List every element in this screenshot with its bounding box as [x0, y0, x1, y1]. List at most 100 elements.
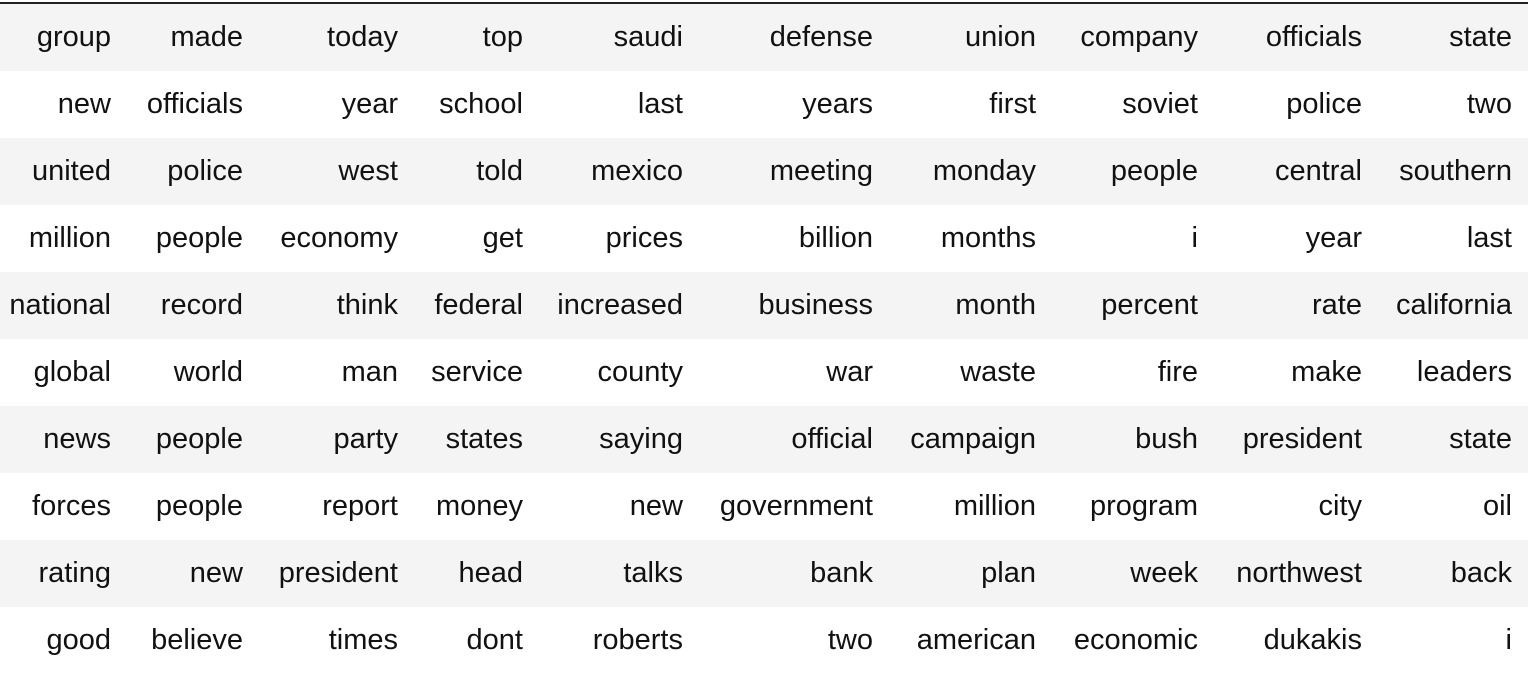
table-cell: soviet: [1122, 88, 1198, 120]
table-cell: united: [31, 155, 111, 187]
table-cell: money: [435, 490, 523, 522]
table-cell: service: [431, 356, 523, 388]
table-cell: world: [173, 356, 243, 388]
table-cell: saudi: [613, 21, 683, 53]
table-row: forces people report money new government mill…: [0, 473, 1528, 540]
table-cell: fire: [1157, 356, 1198, 388]
table-top-border: [0, 2, 1528, 4]
table-cell: last: [1466, 222, 1512, 254]
table-cell: county: [597, 356, 683, 388]
table-cell: first: [989, 88, 1036, 120]
table-row: news people party states saying official campa…: [0, 406, 1528, 473]
table-cell: i: [1191, 222, 1198, 254]
table-cell: global: [33, 356, 111, 388]
table-cell: government: [719, 490, 873, 522]
table-cell: year: [341, 88, 398, 120]
table-cell: company: [1080, 21, 1198, 53]
table-cell: make: [1291, 356, 1362, 388]
table-cell: state: [1449, 21, 1512, 53]
table-cell: war: [826, 356, 873, 388]
table-cell: party: [333, 423, 398, 455]
table-cell: month: [955, 289, 1036, 321]
table-body: group made today top saudi defense union compan…: [0, 4, 1528, 674]
table-row: group made today top saudi defense union compan…: [0, 4, 1528, 71]
table-row: good believe times dont roberts two american ec…: [0, 607, 1528, 674]
table-cell: defense: [769, 21, 873, 53]
table-row: global world man service county war waste fire m…: [0, 339, 1528, 406]
table-cell: i: [1505, 624, 1512, 656]
table-cell: mexico: [591, 155, 683, 187]
table-cell: officials: [1265, 21, 1362, 53]
table-cell: economic: [1073, 624, 1198, 656]
table-cell: people: [155, 490, 243, 522]
table-cell: percent: [1101, 289, 1198, 321]
table-cell: man: [341, 356, 398, 388]
table-cell: think: [336, 289, 398, 321]
table-cell: southern: [1399, 155, 1512, 187]
table-cell: million: [953, 490, 1036, 522]
table-cell: group: [36, 21, 111, 53]
table-cell: record: [160, 289, 243, 321]
table-cell: prices: [605, 222, 683, 254]
table-cell: roberts: [592, 624, 683, 656]
table-cell: today: [327, 21, 398, 53]
table-cell: bush: [1135, 423, 1198, 455]
table-cell: american: [916, 624, 1036, 656]
table-cell: talks: [623, 557, 683, 589]
table-cell: people: [155, 423, 243, 455]
table-cell: times: [328, 624, 398, 656]
table-cell: two: [827, 624, 873, 656]
table-cell: police: [167, 155, 243, 187]
table-row: united police west told mexico meeting monday p…: [0, 138, 1528, 205]
table-cell: made: [170, 21, 243, 53]
table-cell: dukakis: [1263, 624, 1362, 656]
table-cell: people: [1110, 155, 1198, 187]
table-cell: official: [791, 423, 873, 455]
table-cell: economy: [280, 222, 398, 254]
table-cell: waste: [960, 356, 1036, 388]
table-cell: police: [1286, 88, 1362, 120]
table-cell: meeting: [769, 155, 873, 187]
word-table: group made today top saudi defense union compan…: [0, 4, 1528, 674]
table-cell: top: [482, 21, 523, 53]
table-cell: program: [1090, 490, 1198, 522]
table-cell: states: [445, 423, 523, 455]
table-cell: city: [1318, 490, 1363, 522]
table-cell: new: [189, 557, 243, 589]
table-cell: school: [439, 88, 523, 120]
table-cell: billion: [798, 222, 873, 254]
table-cell: million: [28, 222, 111, 254]
table-cell: central: [1274, 155, 1362, 187]
table-cell: months: [940, 222, 1036, 254]
table-cell: new: [57, 88, 111, 120]
table-cell: leaders: [1416, 356, 1512, 388]
table-cell: increased: [557, 289, 683, 321]
table-cell: forces: [32, 490, 111, 522]
table-row: rating new president head talks bank plan week n…: [0, 540, 1528, 607]
table-cell: campaign: [910, 423, 1036, 455]
table-cell: get: [482, 222, 523, 254]
table-cell: good: [46, 624, 111, 656]
table-cell: two: [1466, 88, 1512, 120]
table-cell: business: [758, 289, 873, 321]
table-cell: northwest: [1236, 557, 1362, 589]
table-cell: officials: [146, 88, 243, 120]
table-cell: plan: [981, 557, 1036, 589]
table-cell: believe: [151, 624, 243, 656]
table-cell: president: [278, 557, 398, 589]
table-cell: president: [1242, 423, 1362, 455]
table-cell: oil: [1482, 490, 1512, 522]
table-cell: back: [1450, 557, 1512, 589]
table-cell: years: [802, 88, 873, 120]
table-cell: monday: [932, 155, 1036, 187]
table-cell: bank: [810, 557, 873, 589]
table-cell: rate: [1312, 289, 1362, 321]
table-cell: saying: [599, 423, 683, 455]
table-row: national record think federal increased busin…: [0, 272, 1528, 339]
table-cell: told: [476, 155, 523, 187]
table-cell: report: [322, 490, 398, 522]
table-cell: year: [1305, 222, 1362, 254]
table-cell: dont: [466, 624, 523, 656]
table-cell: union: [965, 21, 1036, 53]
table-cell: california: [1395, 289, 1512, 321]
